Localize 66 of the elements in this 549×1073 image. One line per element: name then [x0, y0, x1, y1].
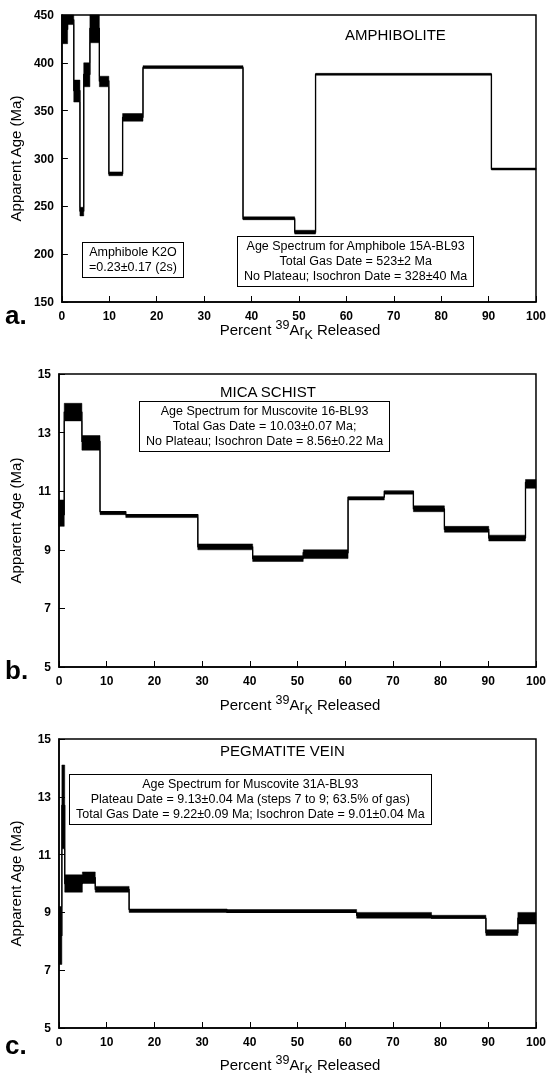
- x-tick-label: 80: [434, 309, 449, 323]
- x-tick-label: 100: [525, 674, 547, 688]
- y-tick-label: 7: [44, 963, 52, 978]
- annotation: Age Spectrum for Muscovite 31A-BL93 Plateau Date = 9.13±0.04 Ma (steps 7 to 9; 63.5% of gas) Total Gas Date = 9.22±0.09 Ma; Isochron Date = 9.01±0.04 Ma: [69, 774, 432, 825]
- y-axis-title: Apparent Age (Ma): [7, 95, 24, 222]
- y-tick-label: 7: [44, 601, 52, 616]
- x-tick-label: 100: [525, 309, 547, 323]
- x-tick-label: 60: [338, 674, 353, 688]
- x-tick-label: 0: [55, 674, 63, 688]
- y-tick-label: 13: [37, 425, 52, 440]
- y-tick-label: 11: [38, 847, 52, 862]
- x-tick-label: 10: [100, 674, 114, 688]
- x-tick-label: 70: [386, 674, 400, 688]
- y-tick-label: 450: [33, 8, 55, 22]
- y-tick-label: 150: [33, 295, 55, 309]
- y-tick-label: 5: [44, 1021, 52, 1035]
- annotation: Amphibole K2O =0.23±0.17 (2s): [82, 242, 184, 278]
- x-tick-label: 30: [197, 309, 212, 323]
- x-tick-label: 20: [147, 1035, 162, 1049]
- x-tick-label: 80: [433, 1035, 448, 1049]
- y-axis-title: Apparent Age (Ma): [7, 457, 24, 584]
- y-tick-label: 15: [37, 367, 52, 381]
- y-tick-label: 200: [33, 247, 55, 262]
- x-tick-label: 60: [338, 1035, 353, 1049]
- x-tick-label: 50: [290, 674, 305, 688]
- text: c.: [5, 1030, 27, 1061]
- x-tick-label: 10: [100, 1035, 114, 1049]
- x-tick-label: 0: [55, 1035, 63, 1049]
- x-tick-label: 20: [150, 309, 164, 323]
- x-tick-label: 40: [243, 674, 257, 688]
- y-tick-label: 5: [44, 660, 52, 674]
- x-tick-label: 40: [244, 309, 259, 323]
- x-axis-title: Percent $^{39}$Ar$_{K}$ Released: [218, 693, 382, 717]
- y-tick-label: 15: [37, 732, 52, 746]
- y-tick-label: 11: [38, 484, 52, 499]
- annotation: Age Spectrum for Muscovite 16-BL93 Total Gas Date = 10.03±0.07 Ma; No Plateau; Isochron Date = 8.56±0.22 Ma: [139, 401, 391, 452]
- y-tick-label: 400: [33, 55, 55, 70]
- x-tick-label: 50: [290, 1035, 305, 1049]
- x-tick-label: 10: [102, 309, 117, 323]
- x-tick-label: 0: [58, 309, 66, 323]
- x-tick-label: 30: [195, 674, 210, 688]
- x-tick-label: 50: [292, 309, 306, 323]
- text: b.: [5, 655, 29, 686]
- x-tick-label: 20: [147, 674, 162, 688]
- x-tick-label: 60: [339, 309, 354, 323]
- x-tick-label: 90: [481, 674, 496, 688]
- chart-title: PEGMATITE VEIN: [220, 742, 345, 759]
- y-tick-label: 9: [44, 542, 52, 557]
- y-tick-label: 13: [37, 789, 52, 804]
- x-tick-label: 30: [195, 1035, 210, 1049]
- x-tick-label: 70: [387, 309, 401, 323]
- y-tick-label: 250: [33, 199, 55, 214]
- x-tick-label: 90: [481, 1035, 496, 1049]
- x-tick-label: 40: [243, 1035, 257, 1049]
- text: MICA SCHIST: [220, 383, 316, 400]
- text: a.: [5, 300, 27, 331]
- x-tick-label: 80: [433, 674, 448, 688]
- y-tick-label: 300: [33, 151, 55, 166]
- y-tick-label: 9: [44, 905, 52, 920]
- text: AMPHIBOLITE: [345, 26, 446, 43]
- annotation: Age Spectrum for Amphibole 15A-BL93 Total Gas Date = 523±2 Ma No Plateau; Isochron Date = 328±40 Ma: [237, 236, 475, 287]
- x-tick-label: 70: [386, 1035, 400, 1049]
- x-tick-label: 100: [525, 1035, 547, 1049]
- x-tick-label: 90: [481, 309, 496, 323]
- y-axis-title: Apparent Age (Ma): [7, 820, 24, 947]
- y-tick-label: 350: [33, 103, 55, 118]
